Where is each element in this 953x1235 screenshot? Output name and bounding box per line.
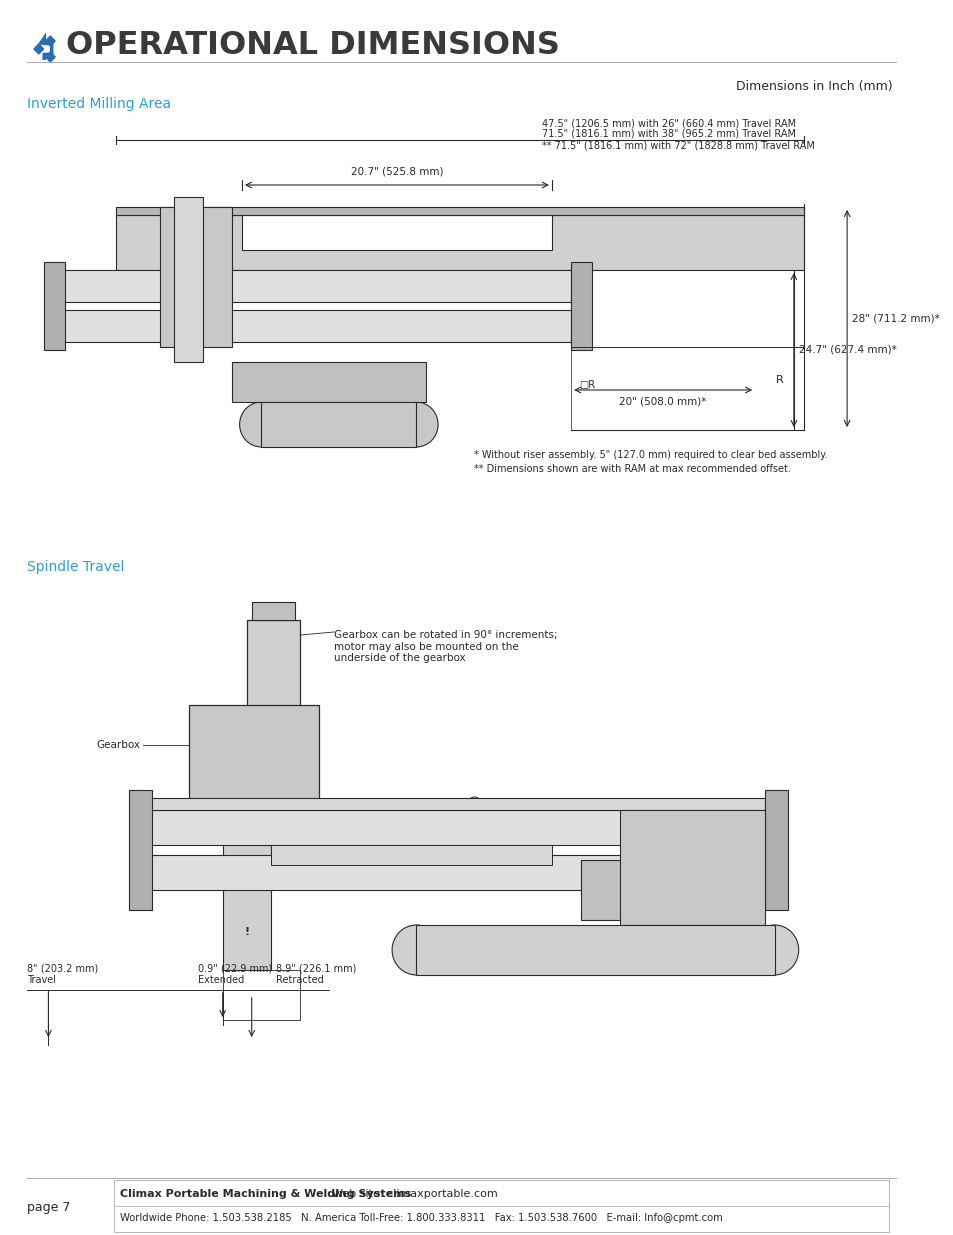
Text: R: R [775,375,782,385]
Text: Gearbox: Gearbox [96,740,140,750]
Bar [150,855,764,890]
Text: ** 71.5" (1816.1 mm) with 72" (1828.8 mm) Travel RAM: ** 71.5" (1816.1 mm) with 72" (1828.8 mm… [541,140,814,149]
Text: OPERATIONAL DIMENSIONS: OPERATIONAL DIMENSIONS [66,30,559,61]
Text: Spindle Travel: Spindle Travel [27,559,124,574]
Text: Dimensions in Inch (mm): Dimensions in Inch (mm) [735,80,892,93]
Circle shape [771,881,781,890]
Circle shape [234,329,246,340]
Text: 20" (508.0 mm)*: 20" (508.0 mm)* [618,396,706,406]
Polygon shape [34,44,44,54]
Bar [247,620,300,710]
Bar [764,790,787,910]
Circle shape [234,272,246,284]
Circle shape [146,272,157,284]
Bar [116,207,802,215]
Bar [252,601,295,620]
Text: 8" (203.2 mm)
Travel: 8" (203.2 mm) Travel [27,963,98,986]
Bar [618,810,764,925]
Bar [222,969,300,1020]
Circle shape [312,416,327,432]
Bar [129,790,152,910]
Text: Inverted Milling Area: Inverted Milling Area [27,98,171,111]
Polygon shape [233,915,261,942]
Circle shape [392,925,440,974]
Text: 0.9" (22.9 mm)
Extended: 0.9" (22.9 mm) Extended [198,963,273,986]
Text: □R: □R [578,380,595,390]
Circle shape [135,809,145,819]
Text: * Without riser assembly. 5" (127.0 mm) required to clear bed assembly.: * Without riser assembly. 5" (127.0 mm) … [474,450,827,459]
Text: 28" (711.2 mm)*: 28" (711.2 mm)* [851,314,939,324]
Bar [150,798,764,810]
Polygon shape [184,245,208,266]
Circle shape [749,925,798,974]
Bar [271,845,551,864]
Circle shape [146,329,157,340]
Bar [242,215,551,249]
Bar [116,215,802,270]
Polygon shape [46,36,55,46]
Polygon shape [184,210,208,230]
Circle shape [771,809,781,819]
Text: Worldwide Phone: 1.503.538.2185   N. America Toll-Free: 1.800.333.8311   Fax: 1.: Worldwide Phone: 1.503.538.2185 N. Ameri… [120,1213,722,1223]
Text: page 7: page 7 [27,1202,71,1214]
Bar [571,262,592,350]
Circle shape [467,797,480,811]
Circle shape [682,897,710,924]
Bar [150,810,764,845]
Bar [222,800,271,969]
Circle shape [239,403,283,447]
Text: ** Dimensions shown are with RAM at max recommended offset.: ** Dimensions shown are with RAM at max … [474,464,790,474]
Bar [63,310,571,342]
Circle shape [135,881,145,890]
Bar [580,860,629,920]
Bar [174,198,203,362]
Text: Gearbox can be rotated in 90° increments;
motor may also be mounted on the
under: Gearbox can be rotated in 90° increments… [334,630,558,663]
Bar [44,262,65,350]
Circle shape [395,403,437,447]
Bar [189,705,319,800]
Bar [114,1179,888,1233]
Bar [416,925,774,974]
Text: 71.5" (1816.1 mm) with 38" (965.2 mm) Travel RAM: 71.5" (1816.1 mm) with 38" (965.2 mm) Tr… [541,128,796,140]
Text: Web site: climaxportable.com: Web site: climaxportable.com [324,1189,497,1199]
Bar [261,403,416,447]
Text: Climax Portable Machining & Welding Systems: Climax Portable Machining & Welding Syst… [120,1189,411,1199]
Text: 20.7" (525.8 mm): 20.7" (525.8 mm) [351,165,443,177]
Circle shape [691,904,702,916]
Bar [63,270,571,303]
Text: 8.9" (226.1 mm)
Retracted: 8.9" (226.1 mm) Retracted [275,963,355,986]
Polygon shape [46,52,55,62]
Text: !: ! [244,927,249,937]
Text: 24.7" (627.4 mm)*: 24.7" (627.4 mm)* [798,345,896,354]
Bar [233,362,426,403]
Text: 47.5" (1206.5 mm) with 26" (660.4 mm) Travel RAM: 47.5" (1206.5 mm) with 26" (660.4 mm) Tr… [541,119,796,128]
Bar [159,207,233,347]
